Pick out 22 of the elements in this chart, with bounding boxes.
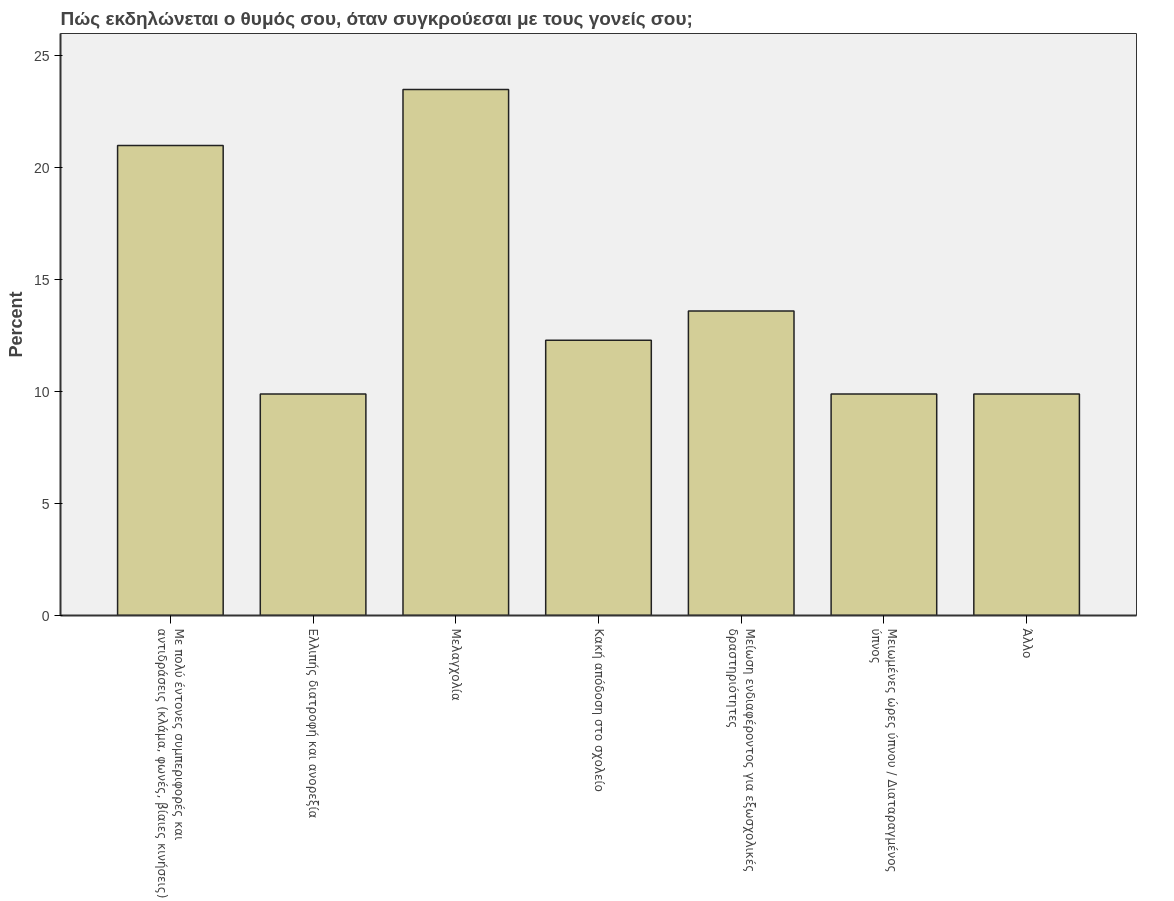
- x-tick-label: Κακή απόδοση στο σχολείο: [591, 628, 606, 792]
- x-tick-label: Άλλο: [1019, 628, 1034, 659]
- bar: [259, 393, 367, 616]
- y-tick-label: 10: [33, 383, 50, 400]
- x-tick-label: Ελλιπής διατροφή και ανορεξία: [306, 628, 321, 819]
- chart-title: Πώς εκδηλώνεται ο θυμός σου, όταν συγκρούεσαι με τους γονείς σου;: [60, 7, 693, 29]
- y-tick-label: 20: [33, 159, 50, 176]
- x-tick-label: Μελαγχολία: [448, 628, 463, 701]
- bar: [687, 310, 795, 616]
- bar: [116, 144, 224, 616]
- y-tick-label: 25: [33, 47, 50, 64]
- bar: [830, 393, 938, 616]
- bar: [544, 339, 653, 616]
- bar: [973, 393, 1081, 616]
- x-tick-label: Μείωση ενδιαφέροντος για εξωσχολικές δραστηριότητες: [725, 628, 757, 873]
- x-tick-label: Με πολύ έντονες συμπεριφορές και αντιδράσεις (κλάμα, φωνές, βίαιες κινήσεις): [154, 628, 186, 899]
- x-tick-label: Μειωμένες ώρες ύπνου / Διαταραγμένος ύπνος: [868, 628, 900, 873]
- y-axis-title: Percent: [5, 291, 26, 358]
- y-tick-label: 0: [41, 607, 50, 624]
- y-tick-label: 15: [33, 271, 50, 288]
- y-tick-label: 5: [41, 495, 50, 512]
- bar: [402, 88, 510, 616]
